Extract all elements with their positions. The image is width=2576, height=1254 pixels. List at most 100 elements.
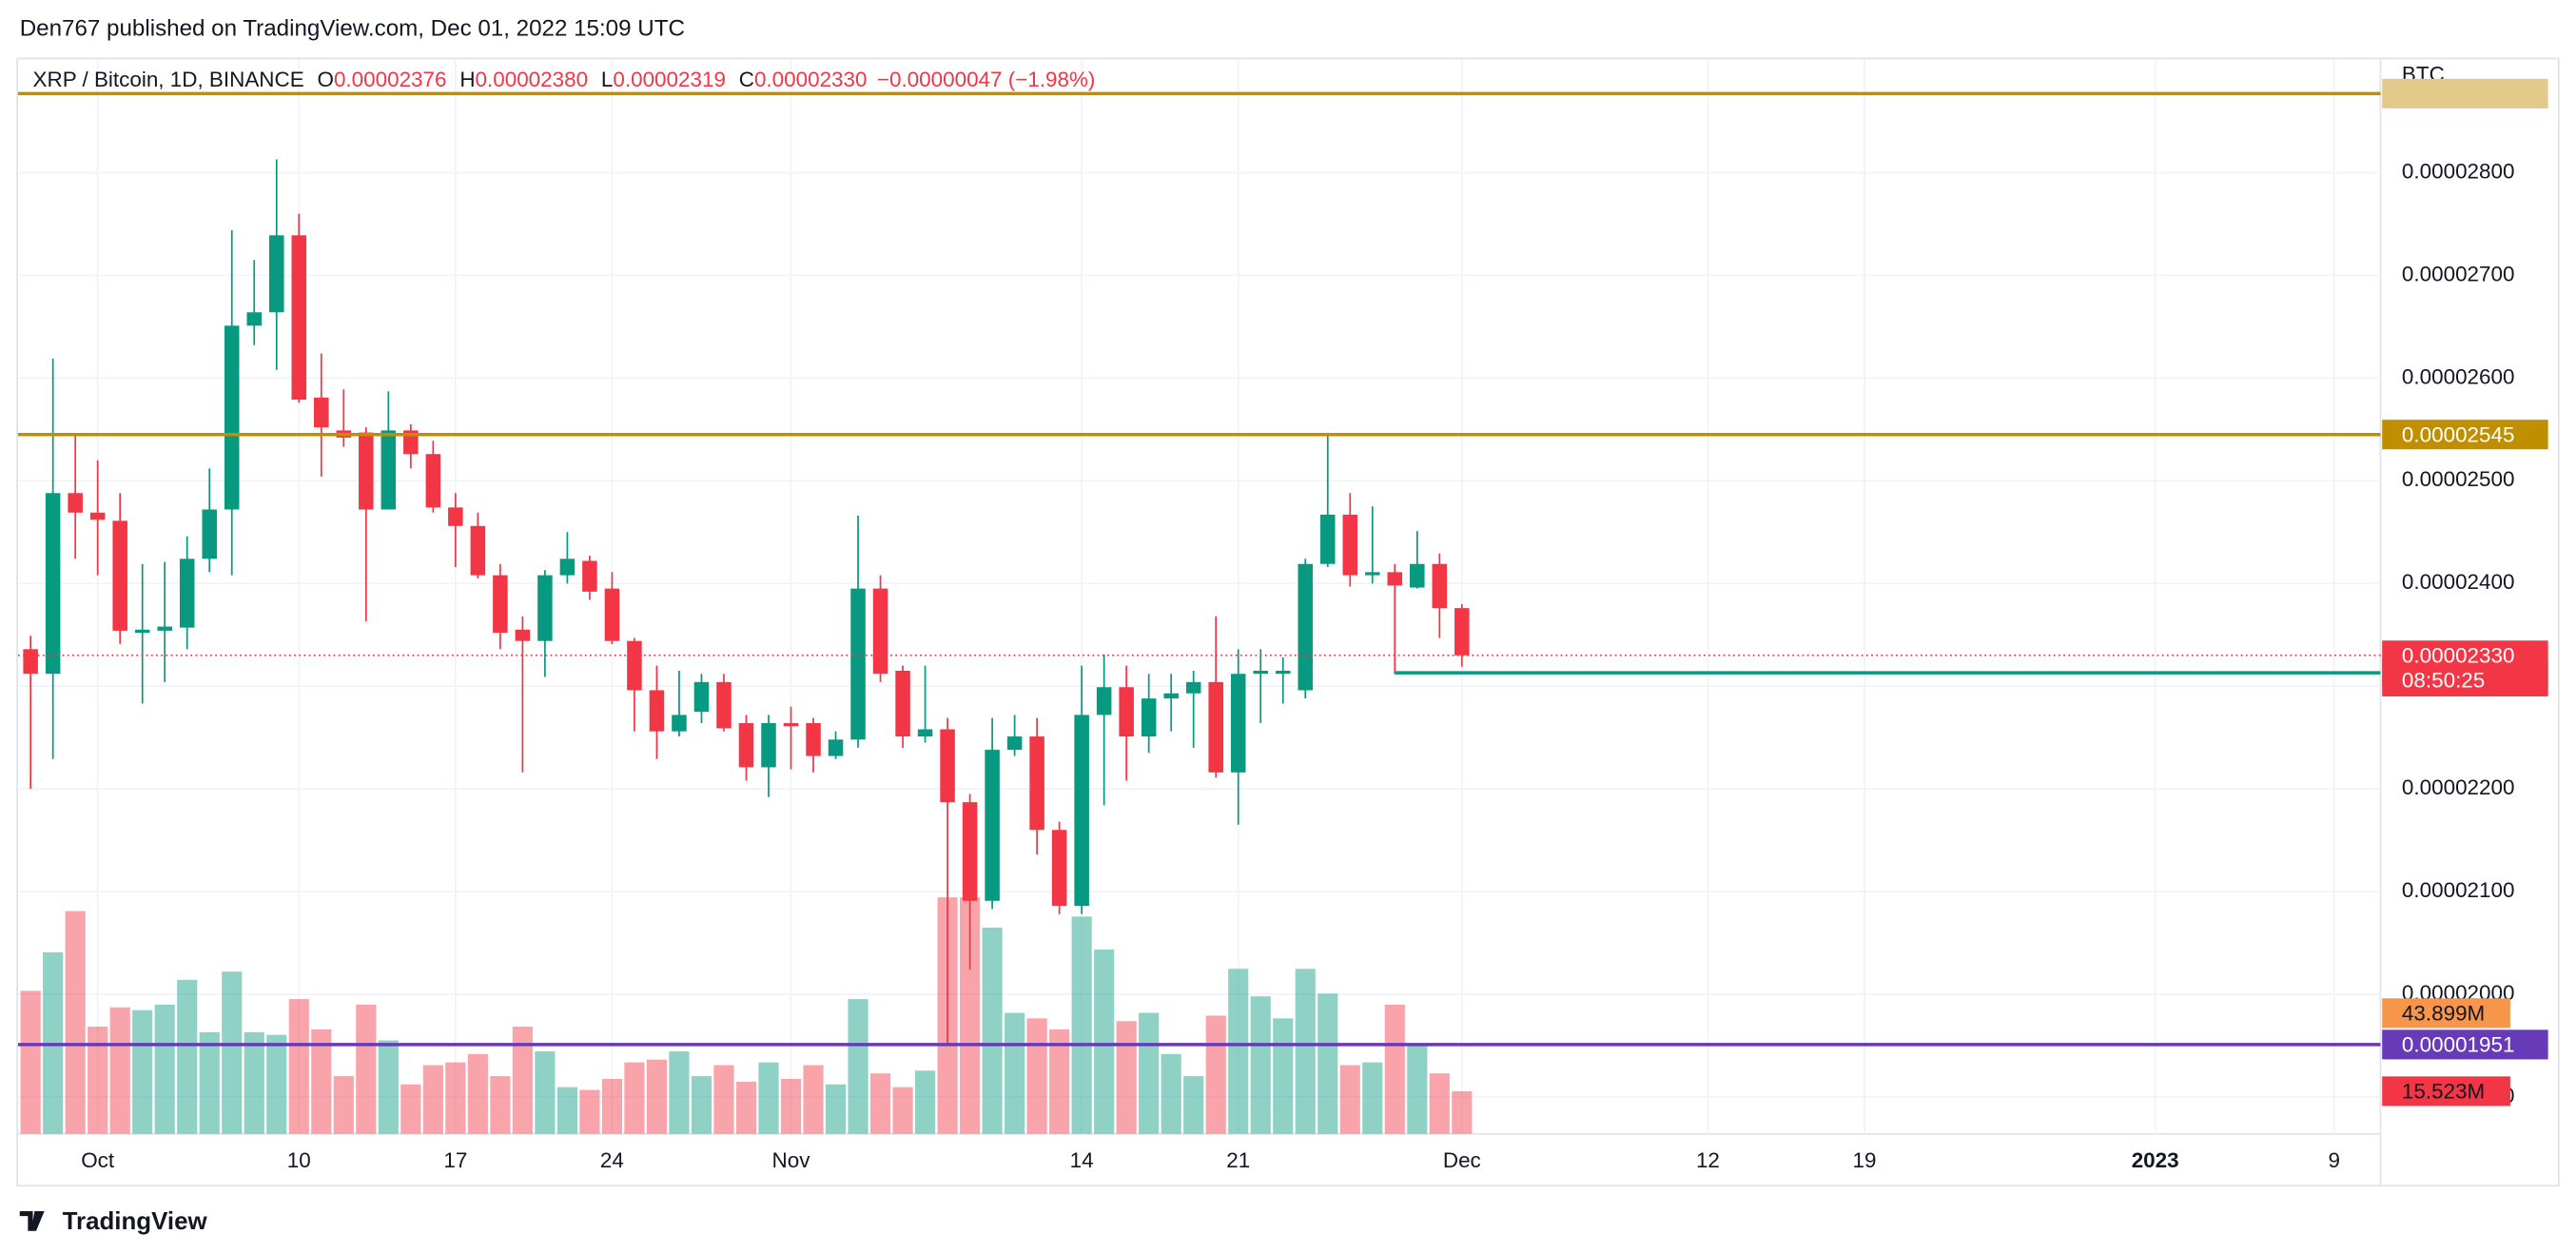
- volume-bar: [646, 1059, 668, 1134]
- x-tick-label: Oct: [81, 1148, 115, 1172]
- y-tick-label: 0.00002600: [2402, 364, 2515, 388]
- volume-bar: [579, 1089, 600, 1134]
- volume-bar: [1116, 1021, 1137, 1134]
- legend-h: 0.00002380: [476, 68, 589, 91]
- volume-bar: [1250, 996, 1271, 1134]
- volume-bar: [1362, 1062, 1383, 1134]
- volume-bar: [333, 1076, 354, 1134]
- volume-bar: [713, 1065, 734, 1134]
- price-tag-label: 0.00002545: [2402, 422, 2515, 446]
- volume-tag-label: 15.523M: [2402, 1080, 2485, 1104]
- volume-bar: [1049, 1029, 1070, 1134]
- volume-bar: [1339, 1065, 1360, 1134]
- volume-bar: [467, 1053, 488, 1134]
- candle-body: [224, 325, 240, 510]
- volume-bar: [535, 1051, 556, 1134]
- volume-tag-label: 43.899M: [2402, 1002, 2485, 1026]
- price-tag-label: 0.00002330: [2402, 643, 2515, 667]
- candle-body: [1387, 572, 1403, 586]
- candle-body: [1074, 715, 1089, 907]
- candle-body: [806, 723, 821, 756]
- legend-change: −0.00000047 (−1.98%): [877, 68, 1096, 91]
- footer: TradingView: [63, 1208, 208, 1235]
- volume-bar: [512, 1027, 533, 1134]
- x-tick-label: 9: [2328, 1148, 2339, 1172]
- price-tag: [2382, 1029, 2548, 1060]
- volume-bar: [311, 1029, 332, 1134]
- candle-body: [716, 681, 732, 729]
- candle-body: [493, 575, 508, 634]
- legend-l-label: L: [601, 68, 613, 91]
- volume-bar: [1407, 1046, 1428, 1134]
- candle-body: [314, 397, 329, 428]
- candle-body: [1208, 681, 1223, 773]
- volume-bar: [1228, 969, 1249, 1134]
- candle-body: [89, 512, 106, 520]
- candle-body: [627, 640, 642, 691]
- legend-c-label: C: [739, 68, 754, 91]
- volume-bar: [244, 1031, 264, 1134]
- x-tick-label: 21: [1226, 1148, 1250, 1172]
- price-tag-label: 0.00001951: [2402, 1033, 2515, 1057]
- y-tick-label: 0.00002500: [2402, 467, 2515, 491]
- candle-body: [1096, 687, 1112, 715]
- volume-bar: [601, 1078, 623, 1134]
- footer-logo: TradingView: [19, 1208, 208, 1235]
- volume-bar: [1071, 916, 1092, 1134]
- candle-body: [112, 520, 127, 631]
- volume-bar: [132, 1009, 153, 1134]
- candle-body: [291, 235, 307, 401]
- candle-body: [559, 558, 576, 576]
- volume-bar: [1205, 1015, 1226, 1134]
- volume-bar: [803, 1065, 824, 1134]
- candle-body: [1051, 830, 1067, 907]
- x-tick-label: 24: [600, 1148, 624, 1172]
- candle-body: [917, 729, 933, 737]
- y-tick-label: 0.00002700: [2402, 262, 2515, 285]
- price-tag: [2382, 78, 2548, 108]
- volume-bar: [1429, 1073, 1450, 1134]
- volume-tag: [2382, 1076, 2510, 1107]
- candle-body: [604, 588, 620, 641]
- volume-bar: [1317, 993, 1338, 1134]
- price-tag: [2382, 420, 2548, 450]
- volume-bar: [400, 1084, 421, 1134]
- volume-bar: [624, 1062, 645, 1134]
- candle-body: [537, 575, 553, 641]
- volume-bar: [669, 1051, 690, 1134]
- volume-bar: [982, 927, 1003, 1134]
- candle-body: [403, 430, 419, 455]
- y-tick-label: 0.00002100: [2402, 878, 2515, 902]
- candle-body: [1298, 563, 1314, 691]
- candle-body: [1141, 698, 1157, 737]
- volume-bar: [1384, 1004, 1405, 1134]
- candle-body: [1432, 563, 1448, 609]
- candle-body: [850, 588, 866, 740]
- volume-bar: [177, 979, 198, 1134]
- x-tick-label: 14: [1070, 1148, 1094, 1172]
- volume-bar: [1295, 969, 1316, 1134]
- volume-bar: [88, 1027, 108, 1134]
- x-tick-label: 19: [1853, 1148, 1877, 1172]
- x-tick-label: 2023: [2132, 1148, 2179, 1172]
- volume-bar: [154, 1004, 175, 1134]
- candle-body: [783, 723, 799, 727]
- candle-body: [134, 629, 150, 634]
- x-tick-label: 17: [443, 1148, 467, 1172]
- candle-body: [1163, 693, 1179, 699]
- legend-o-label: O: [317, 68, 333, 91]
- candle-body: [381, 430, 397, 510]
- volume-bar: [1273, 1018, 1294, 1134]
- legend-h-label: H: [459, 68, 475, 91]
- candle-body: [1275, 670, 1291, 675]
- volume-bar: [20, 990, 41, 1134]
- candle-body: [872, 588, 888, 675]
- volume-bar: [780, 1078, 802, 1134]
- candle-body: [448, 507, 463, 526]
- candle-body: [246, 312, 263, 326]
- candle-body: [470, 525, 486, 576]
- candle-body: [895, 670, 910, 737]
- volume-bar: [556, 1087, 577, 1134]
